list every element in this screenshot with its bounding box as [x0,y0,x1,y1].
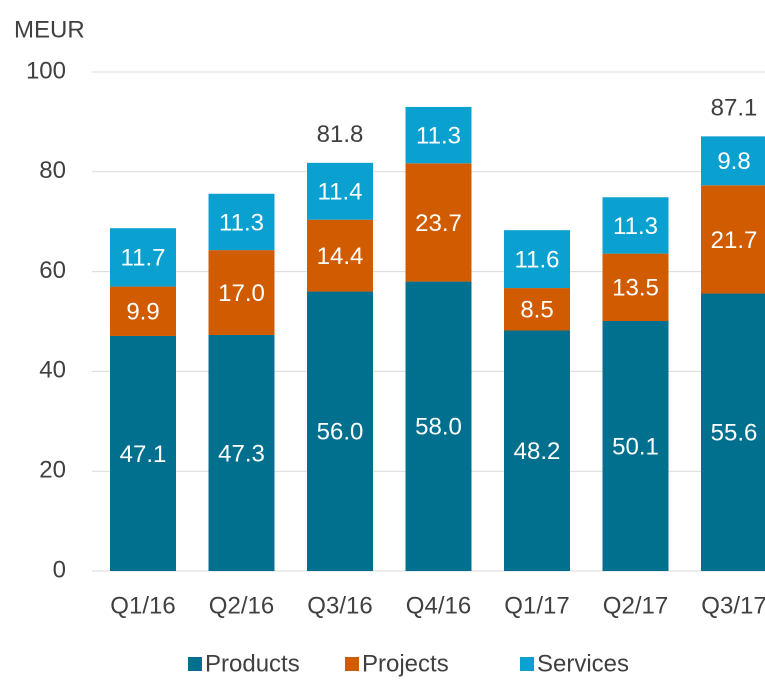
value-label: 11.4 [318,179,363,206]
value-label: 50.1 [612,433,659,460]
bar-segment [602,321,669,571]
legend-swatch [520,657,534,671]
y-tick-label: 20 [39,457,66,484]
x-tick-label: Q1/16 [110,592,175,619]
total-label: 87.1 [711,95,758,122]
value-label: 17.0 [218,280,265,307]
bar-segment [602,197,669,254]
bar-segment [701,136,765,186]
value-label: 11.3 [613,213,658,240]
y-tick-label: 0 [53,556,66,583]
bar-segment [110,286,176,336]
x-tick-label: Q2/16 [209,592,274,619]
x-tick-label: Q3/17 [701,592,765,619]
bar-segment [208,334,275,571]
value-label: 11.3 [219,209,264,236]
value-label: 47.1 [120,441,167,468]
x-tick-label: Q4/16 [406,592,471,619]
x-tick-label: Q1/17 [504,592,569,619]
bar-segment [110,335,176,571]
bar-segment [701,185,765,294]
value-label: 23.7 [415,210,462,237]
bar-segment [504,330,570,571]
y-tick-label: 60 [39,257,66,284]
value-label: 11.3 [416,122,461,149]
value-label: 9.9 [126,299,159,326]
bar-segment [307,162,373,220]
y-tick-label: 100 [26,57,66,84]
value-label: 56.0 [317,419,364,446]
value-label: 47.3 [218,440,265,467]
value-label: 11.6 [515,246,560,273]
x-tick-label: Q2/17 [603,592,668,619]
bar-segment [307,291,373,571]
x-tick-label: Q3/16 [307,592,372,619]
y-tick-label: 80 [39,157,66,184]
bar-segment [701,293,765,571]
total-label: 81.8 [317,121,364,148]
value-label: 8.5 [520,297,553,324]
legend-label: Projects [362,650,449,677]
bar-segment [208,193,275,251]
value-label: 14.4 [317,243,364,270]
value-label: 21.7 [711,227,758,254]
bar-segment [208,250,275,335]
bar-segment [405,106,472,164]
bar-segment [504,288,570,331]
bar-segment [110,228,176,287]
value-label: 58.0 [415,414,462,441]
legend-label: Services [537,650,629,677]
bar-segment [504,230,570,289]
value-label: 48.2 [514,438,561,465]
value-label: 13.5 [612,275,659,302]
bar-segment [602,253,669,322]
bar-segment [307,219,373,292]
legend-swatch [345,657,359,671]
value-label: 11.7 [121,245,166,272]
bar-segment [405,281,472,571]
legend-label: Products [205,650,300,677]
legend-swatch [188,657,202,671]
value-label: 55.6 [711,420,758,447]
y-axis-label: MEUR [14,16,85,43]
y-tick-label: 40 [39,357,66,384]
value-label: 9.8 [717,148,750,175]
bar-segment [405,163,472,282]
